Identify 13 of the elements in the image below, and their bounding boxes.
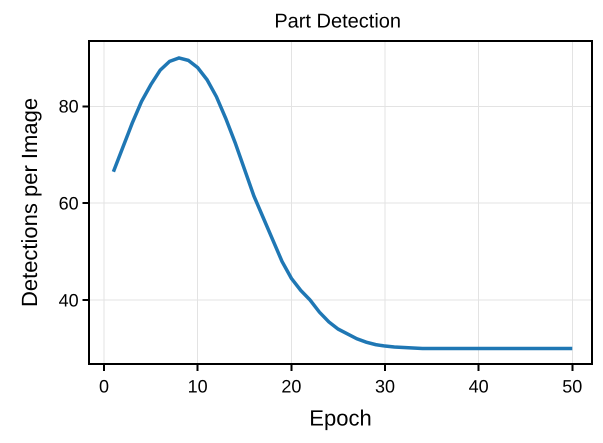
chart-title: Part Detection (274, 10, 402, 32)
y-axis-title: Detections per Image (16, 98, 42, 308)
line-series (112, 56, 574, 350)
y-tick-label: 60 (58, 194, 79, 214)
x-tick-label: 40 (468, 376, 489, 396)
y-tick-label: 80 (58, 96, 79, 117)
x-tick-label: 20 (281, 376, 302, 396)
x-tick-label: 50 (562, 376, 582, 396)
x-tick-label: 0 (99, 376, 110, 396)
x-tick-label: 30 (374, 376, 395, 396)
x-tick-label: 10 (188, 376, 208, 396)
y-tick-label: 40 (58, 290, 79, 310)
x-axis-title: Epoch (309, 406, 372, 431)
